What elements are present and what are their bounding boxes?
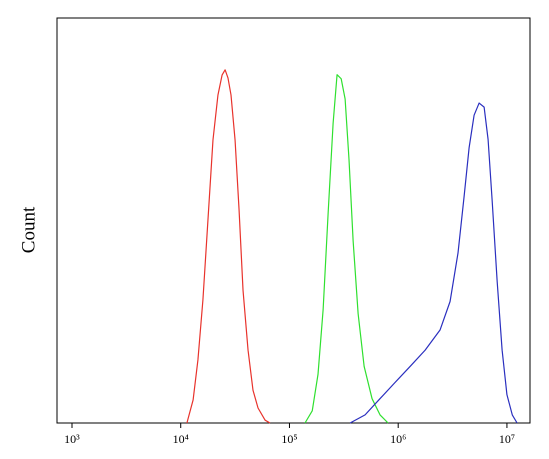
x-tick-label: 10⁷ — [499, 432, 515, 446]
x-tick-label: 10⁶ — [390, 432, 406, 446]
y-axis-title: Count — [18, 206, 39, 253]
histogram-line — [349, 102, 518, 424]
x-tick-label: 10⁴ — [173, 432, 189, 446]
plot-frame — [56, 17, 531, 424]
x-tick-label: 10³ — [64, 432, 80, 446]
histogram-line — [186, 69, 271, 424]
x-tick-label: 10⁵ — [281, 432, 297, 446]
histogram-line — [304, 74, 389, 424]
